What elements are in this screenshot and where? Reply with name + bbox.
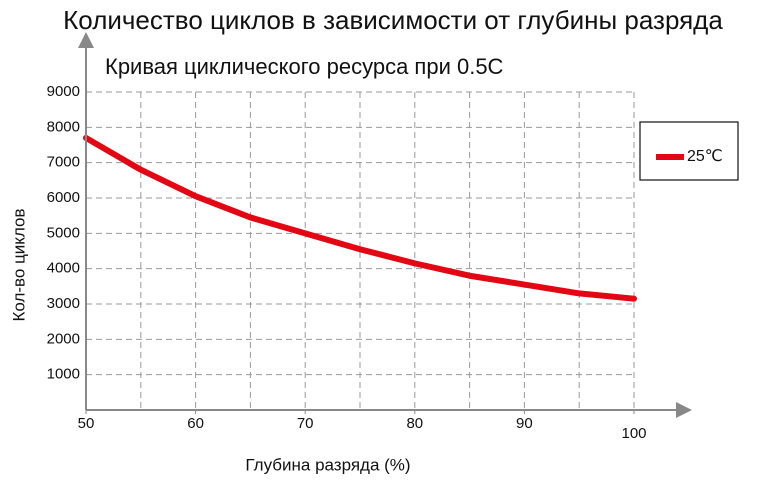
y-tick-label: 8000 [47, 118, 80, 135]
x-tick-label: 50 [78, 415, 95, 432]
y-axis-label: Кол-во циклов [9, 208, 28, 321]
y-tick-label: 7000 [47, 154, 80, 171]
x-axis-label: Глубина разряда (%) [245, 455, 410, 474]
y-tick-label: 1000 [47, 366, 80, 383]
x-tick-label: 80 [406, 415, 423, 432]
chart-subtitle: Кривая циклического ресурса при 0.5C [105, 54, 504, 79]
y-tick-label: 4000 [47, 260, 80, 277]
x-tick-label: 100 [621, 425, 646, 442]
y-tick-label: 9000 [47, 83, 80, 100]
x-axis-arrow [676, 402, 692, 418]
y-tick-label: 3000 [47, 295, 80, 312]
x-tick-label: 70 [297, 415, 314, 432]
y-axis-arrow [78, 32, 94, 48]
y-tick-label: 5000 [47, 224, 80, 241]
series-line [83, 134, 637, 302]
y-tick-label: 6000 [47, 189, 80, 206]
x-tick-label: 90 [516, 415, 533, 432]
y-tick-label: 2000 [47, 330, 80, 347]
legend-box [639, 121, 739, 181]
legend-label: 25℃ [687, 148, 723, 165]
x-tick-label: 60 [187, 415, 204, 432]
chart-title: Количество циклов в зависимости от глуби… [63, 5, 723, 35]
